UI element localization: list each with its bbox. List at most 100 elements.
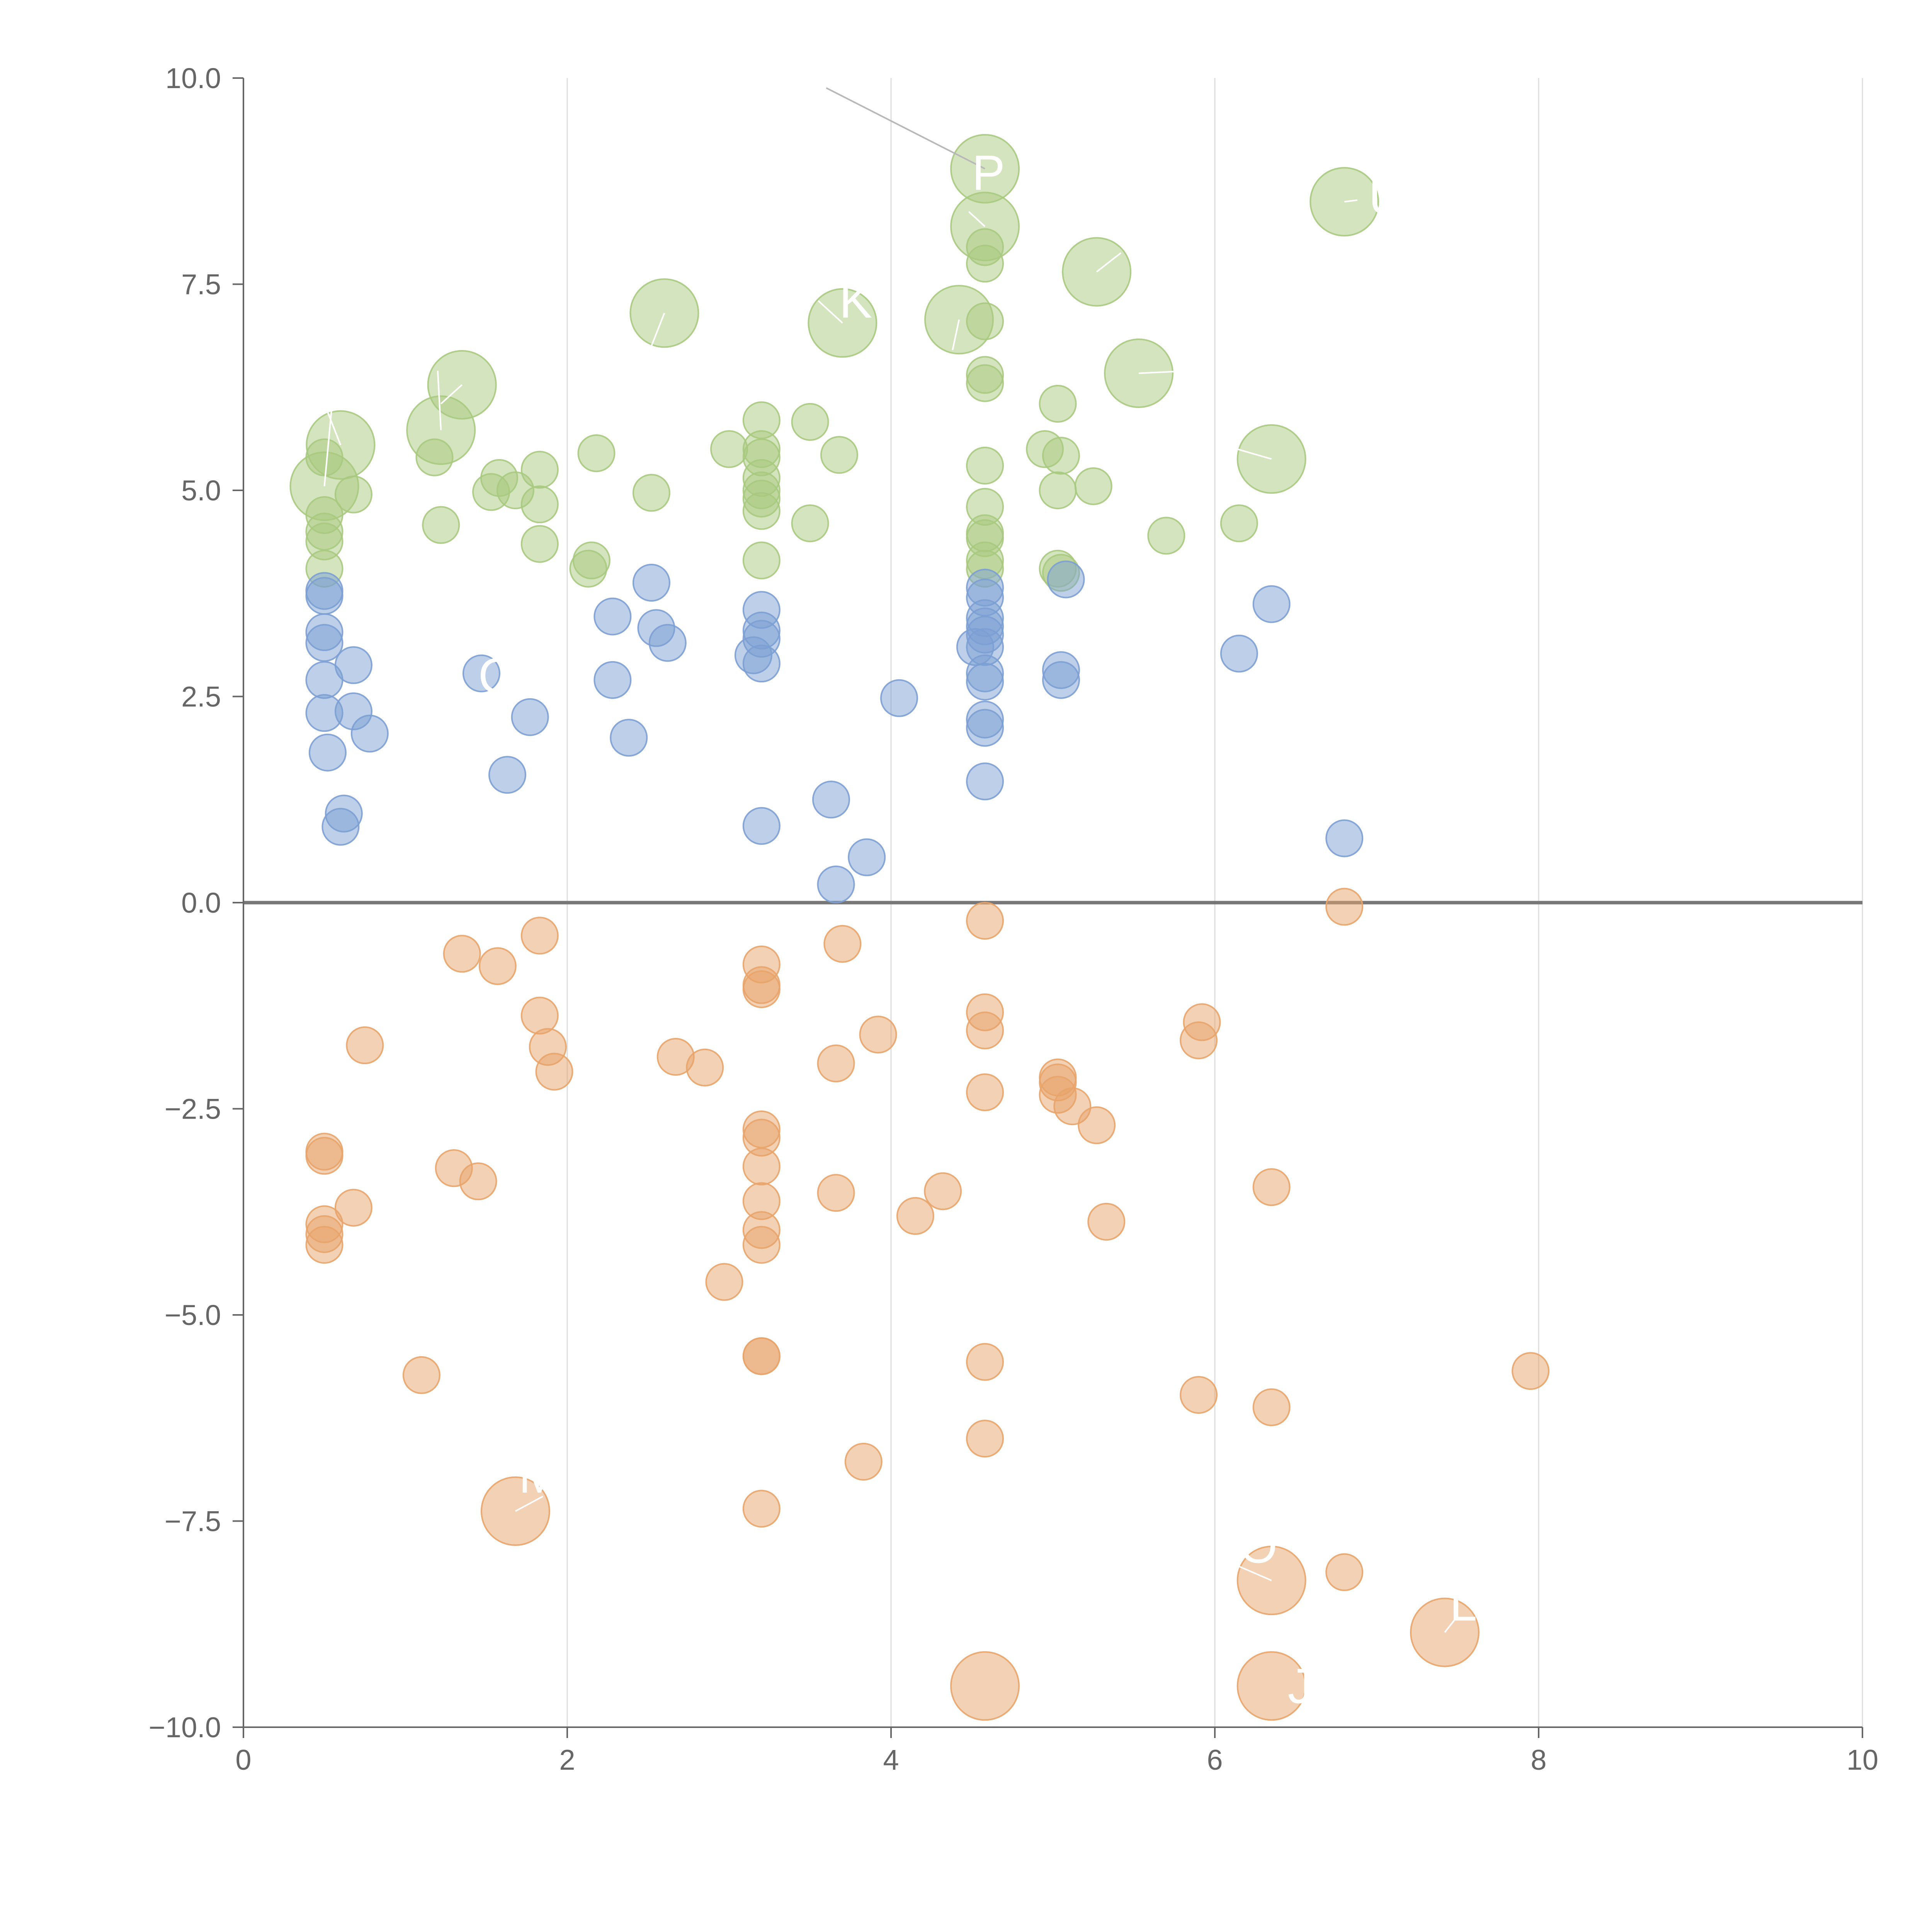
data-point-orange <box>844 1442 883 1481</box>
data-point-blue <box>742 645 781 683</box>
leader-line <box>515 1495 544 1512</box>
data-point-orange <box>817 1174 855 1212</box>
data-point-orange <box>823 925 862 963</box>
data-point-orange <box>742 970 781 1009</box>
data-point-green <box>1042 437 1080 475</box>
x-tick-label: 2 <box>559 1744 575 1776</box>
point-label: M <box>519 1448 560 1503</box>
data-point-orange <box>1325 1553 1364 1591</box>
data-point-blue <box>648 624 687 662</box>
point-label: C <box>478 648 514 704</box>
data-point-blue <box>594 597 632 636</box>
data-point-orange <box>1180 1021 1218 1060</box>
data-point-orange <box>950 1651 1020 1721</box>
data-point-blue <box>1252 585 1291 623</box>
x-tick-label: 4 <box>883 1744 899 1776</box>
data-point-green <box>334 475 372 514</box>
data-point-orange <box>1325 888 1364 926</box>
y-tick-label: 2.5 <box>181 681 221 713</box>
data-point-green <box>742 541 781 580</box>
leader-line <box>323 400 333 486</box>
data-point-blue <box>1325 819 1364 857</box>
data-point-blue <box>1042 661 1080 699</box>
data-point-blue <box>632 564 670 602</box>
data-point-green <box>966 302 1004 340</box>
y-tick-label: 7.5 <box>181 269 221 301</box>
leader-line <box>1096 252 1122 273</box>
y-tick-label: −10.0 <box>149 1711 221 1743</box>
y-tick-label: 5.0 <box>181 474 221 507</box>
data-point-green <box>966 245 1004 283</box>
data-point-orange <box>705 1263 743 1301</box>
data-point-orange <box>305 1137 344 1175</box>
data-point-blue <box>1220 634 1258 673</box>
data-point-blue <box>966 709 1004 747</box>
leader-line <box>826 87 985 170</box>
leader-line <box>818 300 843 324</box>
axes: 0 2 4 6 8 10 10.0 7.5 5.0 2.5 0.0 −2.5 −5.0 −7.5 −10.0 <box>149 62 1878 1776</box>
data-point-orange <box>742 1226 781 1264</box>
data-point-orange <box>443 935 481 973</box>
data-point-green <box>791 504 829 543</box>
y-tick-label: 0.0 <box>181 887 221 919</box>
data-point-green <box>742 492 781 530</box>
data-point-blue <box>848 838 886 876</box>
leader-line <box>1138 370 1191 374</box>
data-point-orange <box>817 1044 855 1083</box>
point-labels: P U K C M O L C JC <box>478 145 1477 1714</box>
data-point-orange <box>742 1147 781 1185</box>
leader-line <box>1223 444 1272 460</box>
data-point-green <box>791 403 829 441</box>
data-point-blue <box>966 762 1004 801</box>
leader-line <box>1239 1566 1272 1581</box>
data-point-orange <box>1512 1352 1550 1390</box>
data-points <box>289 134 1550 1721</box>
data-point-green <box>632 474 670 512</box>
data-point-orange <box>346 1026 384 1065</box>
data-point-orange <box>742 1490 781 1528</box>
point-label: L <box>1450 1576 1477 1631</box>
point-label: JC <box>1288 1658 1348 1714</box>
data-point-blue <box>305 577 344 615</box>
data-point-orange <box>478 947 517 985</box>
data-point-blue <box>817 866 855 904</box>
x-tick-label: 0 <box>235 1744 251 1776</box>
data-point-blue <box>488 756 526 794</box>
data-point-green <box>1147 517 1185 555</box>
data-point-blue <box>321 808 360 846</box>
data-point-orange <box>1252 1168 1291 1206</box>
data-point-orange <box>859 1015 897 1054</box>
data-point-blue <box>511 698 549 736</box>
data-point-orange <box>966 901 1004 940</box>
y-tick-label: −5.0 <box>165 1299 221 1331</box>
leader-line <box>440 384 463 405</box>
label-leader-lines <box>323 87 1459 1633</box>
data-point-green <box>577 434 616 472</box>
data-point-green <box>1220 504 1258 543</box>
data-point-blue <box>334 646 372 684</box>
point-label: K <box>839 273 872 328</box>
data-point-orange <box>924 1172 962 1210</box>
data-point-orange <box>966 1343 1004 1381</box>
data-point-orange <box>966 1011 1004 1049</box>
data-point-blue <box>610 719 648 757</box>
data-point-green <box>710 430 748 468</box>
data-point-green <box>966 446 1004 485</box>
data-point-orange <box>1180 1376 1218 1414</box>
point-label: P <box>972 145 1005 201</box>
data-point-green <box>1039 384 1077 423</box>
data-point-orange <box>1078 1106 1116 1145</box>
point-label: U <box>1369 170 1404 225</box>
data-point-green <box>820 436 858 474</box>
data-point-blue <box>742 807 781 845</box>
data-point-orange <box>686 1048 724 1087</box>
data-point-orange <box>966 1420 1004 1458</box>
data-point-orange <box>896 1197 934 1235</box>
data-point-green <box>966 364 1004 402</box>
data-point-orange <box>742 1337 781 1375</box>
data-point-green <box>520 525 559 563</box>
data-point-orange <box>402 1356 440 1394</box>
data-point-blue <box>880 679 918 717</box>
data-point-blue <box>594 661 632 699</box>
